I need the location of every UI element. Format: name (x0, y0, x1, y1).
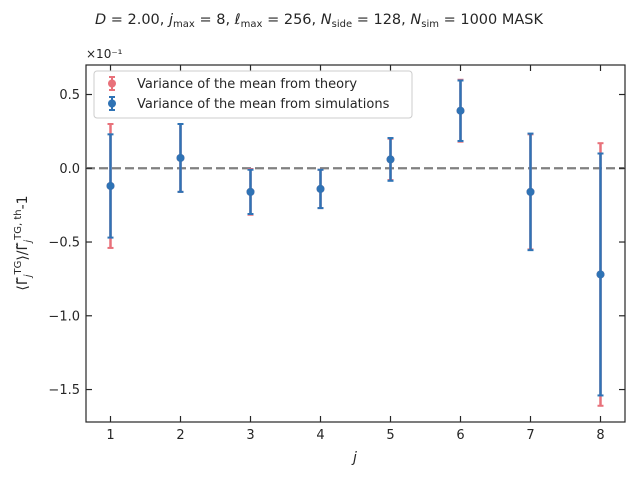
data-point (246, 187, 255, 196)
legend-theory-label: Variance of the mean from theory (137, 77, 357, 92)
series-simulations (106, 79, 605, 397)
legend-simulations-label: Variance of the mean from simulations (137, 97, 390, 112)
legend: Variance of the mean from theory Varianc… (93, 70, 413, 119)
data-point (316, 184, 325, 193)
x-tick-label: 6 (456, 428, 464, 443)
plot-frame (85, 64, 626, 423)
data-point (596, 270, 605, 279)
legend-theory-marker (108, 79, 116, 88)
y-tick-label: −1.5 (48, 383, 80, 398)
x-tick-label: 8 (596, 428, 604, 443)
chart-title: D = 2.00, jmax = 8, ℓmax = 256, Nside = … (95, 12, 544, 30)
y-scale-note: ×10⁻¹ (86, 47, 123, 61)
legend-box (93, 70, 413, 119)
legend-simulations-marker (108, 99, 116, 108)
x-axis-label: j (351, 450, 357, 466)
legend-entry-theory: Variance of the mean from theory (108, 76, 357, 92)
data-point (526, 187, 535, 196)
y-tick-label: 0.5 (59, 88, 80, 103)
x-tick-label: 2 (176, 428, 184, 443)
legend-entry-simulations: Variance of the mean from simulations (108, 96, 390, 112)
data-point (456, 106, 465, 115)
x-tick-label: 5 (386, 428, 394, 443)
series-layer (106, 78, 605, 407)
x-tick-label: 7 (526, 428, 534, 443)
x-tick-label: 1 (106, 428, 114, 443)
x-axis-ticks: 1 2 3 4 5 6 7 8 (106, 65, 605, 443)
data-point (176, 153, 185, 162)
data-point (106, 181, 115, 190)
x-tick-label: 3 (246, 428, 254, 443)
x-tick-label: 4 (316, 428, 324, 443)
y-tick-label: −0.5 (48, 236, 80, 251)
y-axis-ticks: −1.5 −1.0 −0.5 0.0 0.5 (48, 88, 625, 398)
y-tick-label: −1.0 (48, 309, 80, 324)
data-point (386, 155, 395, 164)
y-axis-label: ⟨Γ̃jTG⟩/Γ̃jTG, th-1 (13, 195, 34, 290)
y-tick-label: 0.0 (59, 162, 80, 177)
